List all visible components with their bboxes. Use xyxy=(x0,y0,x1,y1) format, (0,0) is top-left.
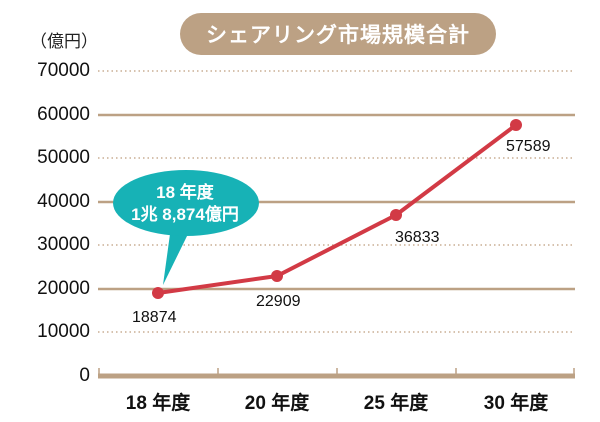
y-tick-label: 70000 xyxy=(37,60,90,81)
callout-annotation: 18 年度 1兆 8,874億円 xyxy=(120,182,250,226)
x-tick-label: 25 年度 xyxy=(363,393,429,414)
x-tick-label: 18 年度 xyxy=(125,393,191,414)
y-tick-label: 0 xyxy=(79,365,90,386)
y-axis-unit: （億円） xyxy=(30,32,98,51)
data-point xyxy=(390,209,402,221)
y-tick-label: 40000 xyxy=(37,191,90,212)
y-tick-label: 60000 xyxy=(37,104,90,125)
data-point xyxy=(510,119,522,131)
callout-bubble xyxy=(113,170,259,285)
data-label: 18874 xyxy=(132,309,177,326)
data-label: 36833 xyxy=(395,229,440,246)
chart-title: シェアリング市場規模合計 xyxy=(180,13,496,55)
y-tick-label: 30000 xyxy=(37,234,90,255)
data-series-line xyxy=(152,119,522,299)
x-tick-label: 20 年度 xyxy=(244,393,310,414)
y-tick-label: 50000 xyxy=(37,147,90,168)
chart-title-text: シェアリング市場規模合計 xyxy=(206,24,470,47)
y-tick-label: 10000 xyxy=(37,321,90,342)
callout-line-1: 18 年度 xyxy=(156,183,214,202)
x-axis xyxy=(98,368,575,379)
callout-line-2: 1兆 8,874億円 xyxy=(131,205,239,224)
data-label: 57589 xyxy=(506,138,551,155)
y-tick-label: 20000 xyxy=(37,278,90,299)
data-point xyxy=(152,287,164,299)
data-label: 22909 xyxy=(256,293,301,310)
data-point xyxy=(271,270,283,282)
x-tick-label: 30 年度 xyxy=(483,393,549,414)
